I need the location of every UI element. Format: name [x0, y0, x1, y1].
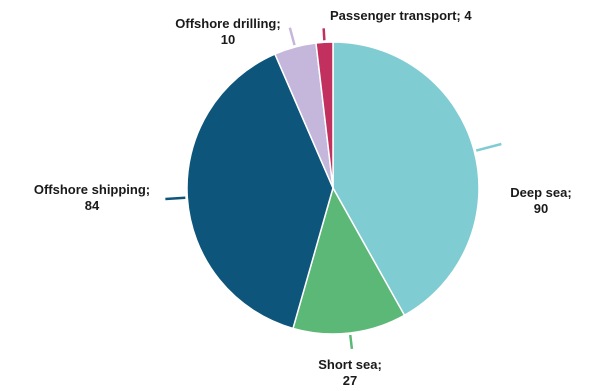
- leader-line-passenger-transport: [324, 28, 325, 40]
- data-label-offshore-shipping-value: 84: [85, 198, 100, 213]
- data-label-deep-sea: Deep sea; 90: [510, 185, 571, 216]
- data-label-offshore-shipping: Offshore shipping; 84: [34, 182, 150, 213]
- leader-line-deep-sea: [476, 144, 501, 151]
- data-label-deep-sea-value: 90: [534, 201, 548, 216]
- data-label-short-sea: Short sea; 27: [318, 357, 382, 388]
- data-label-short-sea-value: 27: [343, 373, 357, 388]
- data-label-offshore-drilling: Offshore drilling; 10: [175, 16, 280, 47]
- leader-line-short-sea: [350, 335, 352, 349]
- data-label-offshore-drilling-category: Offshore drilling;: [175, 16, 280, 31]
- data-label-offshore-shipping-category: Offshore shipping;: [34, 182, 150, 197]
- leader-line-offshore-drilling: [290, 28, 295, 45]
- data-label-short-sea-category: Short sea;: [318, 357, 382, 372]
- data-label-passenger-transport-category: Passenger transport; 4: [330, 8, 472, 23]
- data-label-offshore-drilling-value: 10: [221, 32, 235, 47]
- pie-slices: [187, 42, 479, 334]
- leader-line-offshore-shipping: [165, 198, 185, 199]
- data-label-deep-sea-category: Deep sea;: [510, 185, 571, 200]
- data-label-passenger-transport: Passenger transport; 4: [330, 8, 472, 23]
